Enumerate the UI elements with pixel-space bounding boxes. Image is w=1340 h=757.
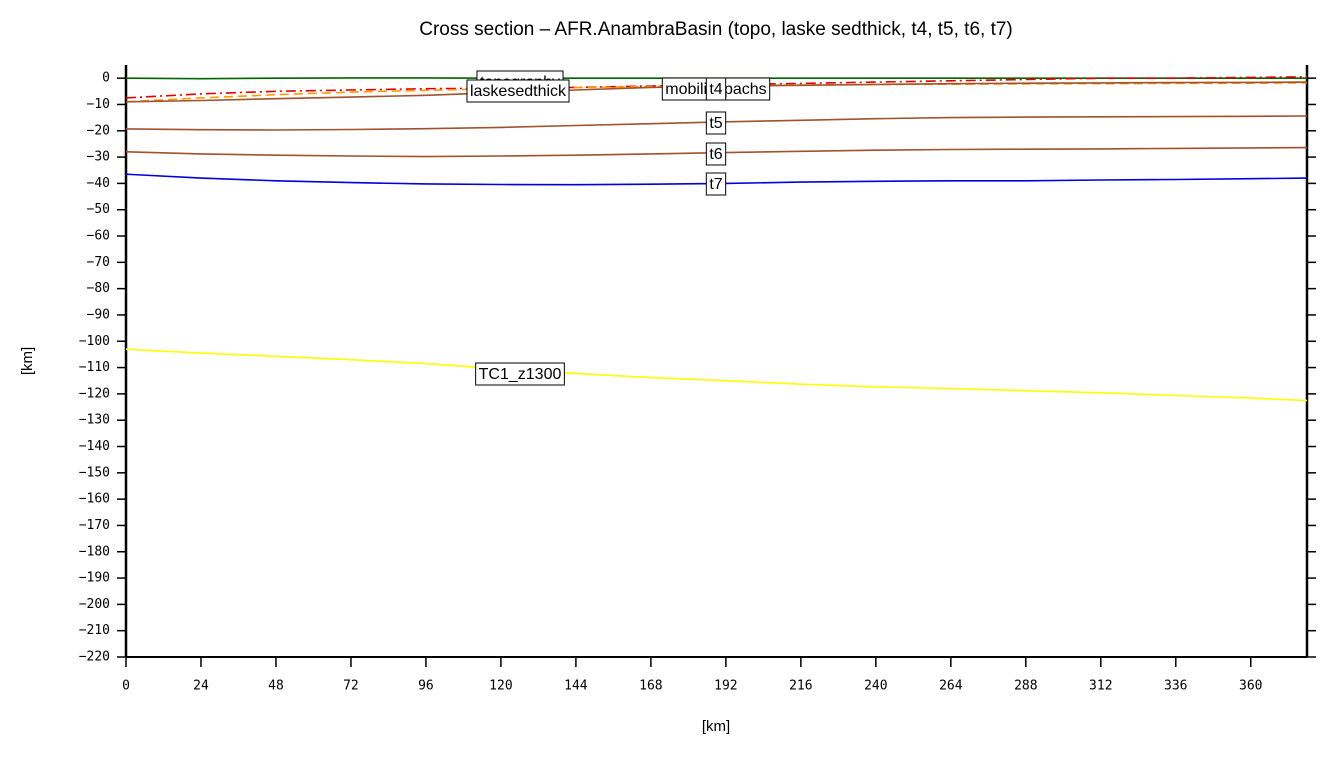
y-tick-label: −170 <box>79 518 110 533</box>
y-tick-label: −50 <box>87 202 110 217</box>
y-tick-label: −40 <box>87 176 110 191</box>
x-tick-label: 120 <box>489 679 512 694</box>
series-label: laskesedthick <box>470 83 567 100</box>
x-tick-label: 288 <box>1014 679 1037 694</box>
y-tick-label: −220 <box>79 650 110 665</box>
y-tick-label: −180 <box>79 544 110 559</box>
x-tick-label: 216 <box>789 679 812 694</box>
y-tick-label: −140 <box>79 439 110 454</box>
x-tick-label: 48 <box>268 679 284 694</box>
y-tick-label: −160 <box>79 492 110 507</box>
y-tick-label: −100 <box>79 334 110 349</box>
series-label-box <box>466 79 570 103</box>
x-tick-label: 192 <box>714 679 737 694</box>
y-tick-label: −30 <box>87 150 110 165</box>
x-tick-label: 360 <box>1239 679 1262 694</box>
series-label-box <box>705 111 727 135</box>
series-label-box <box>705 142 727 166</box>
chart-title: Cross section – AFR.AnambraBasin (topo, … <box>419 19 1013 40</box>
y-tick-label: −20 <box>87 123 110 138</box>
x-tick-label: 168 <box>639 679 662 694</box>
y-tick-label: −70 <box>87 255 110 270</box>
y-tick-label: −10 <box>87 97 110 112</box>
y-tick-label: −210 <box>79 623 110 638</box>
y-tick-label: −120 <box>79 386 110 401</box>
y-tick-label: −80 <box>87 281 110 296</box>
y-tick-label: −200 <box>79 597 110 612</box>
series-label: TC1_z1300 <box>479 366 562 383</box>
x-tick-label: 336 <box>1164 679 1187 694</box>
y-tick-label: −110 <box>79 360 110 375</box>
series-label: t6 <box>709 146 722 163</box>
x-tick-label: 96 <box>418 679 434 694</box>
series-label-box <box>705 77 727 101</box>
y-tick-label: 0 <box>102 71 110 86</box>
x-tick-label: 144 <box>564 679 588 694</box>
y-tick-label: −150 <box>79 465 110 480</box>
series-label-box <box>705 172 727 196</box>
x-tick-label: 312 <box>1089 679 1112 694</box>
x-tick-label: 24 <box>193 679 209 694</box>
y-tick-label: −190 <box>79 571 110 586</box>
x-tick-label: 72 <box>343 679 359 694</box>
x-tick-label: 264 <box>939 679 963 694</box>
series-label: t5 <box>709 115 722 132</box>
y-tick-label: −130 <box>79 413 110 428</box>
y-tick-label: −90 <box>87 307 110 322</box>
y-tick-label: −60 <box>87 229 110 244</box>
series-label: t7 <box>709 176 722 193</box>
series-line <box>125 348 1308 402</box>
y-axis-label: [km] <box>19 347 36 375</box>
series-label-box <box>475 362 565 386</box>
x-tick-label: 0 <box>122 679 130 694</box>
x-tick-label: 240 <box>864 679 887 694</box>
x-axis-label: [km] <box>702 718 730 735</box>
series-label: t4 <box>709 81 722 98</box>
